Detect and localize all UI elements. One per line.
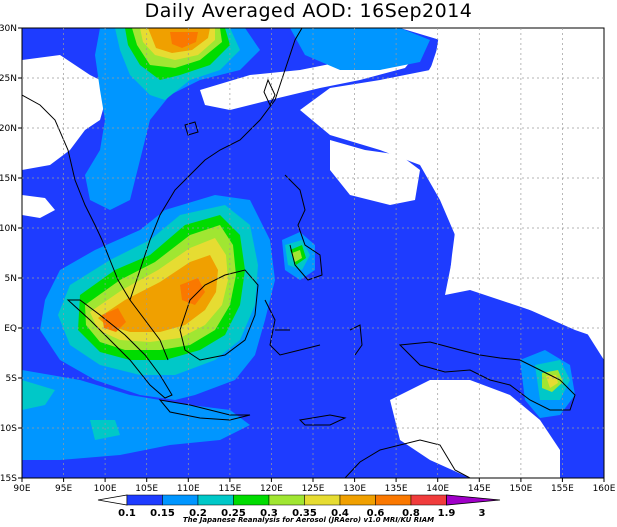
colorbar-label: 3 (479, 508, 486, 519)
colorbar-segment (304, 494, 341, 506)
lon-label: 130E (343, 484, 366, 494)
aod-region-08-borneo (180, 278, 205, 305)
aod-region-02-southwest (22, 370, 250, 460)
coastline-timor (298, 414, 347, 426)
lon-label: 90E (13, 484, 30, 494)
colorbar-arrow-high (446, 494, 501, 506)
colorbar-label: 0.8 (402, 508, 420, 519)
colorbar-labels: 0.1 0.15 0.2 0.25 0.3 0.35 0.4 0.6 0.8 1… (118, 508, 485, 519)
coastline-sulawesi (264, 299, 321, 356)
coastline-sumatra (66, 299, 173, 399)
lat-label: 15S (0, 474, 17, 484)
lon-label: 125E (302, 484, 325, 494)
colorbar-segment (268, 494, 305, 506)
lon-label: 95E (55, 484, 72, 494)
lon-label: 155E (551, 484, 574, 494)
lon-label: 145E (468, 484, 491, 494)
clear-region-west-small (22, 195, 55, 218)
credit-line: The Japanese Reanalysis for Aerosol (JRA… (182, 516, 435, 524)
latitude-labels: 30N 25N 20N 15N 10N 5N EQ 5S 10S 15S (0, 24, 17, 484)
lon-label: 100E (94, 484, 117, 494)
lat-label: 25N (0, 74, 17, 84)
aod-region-02-north-east (290, 28, 430, 70)
coastline-taiwan (263, 78, 276, 107)
lat-label: 30N (0, 24, 17, 34)
aod-regions-level-08 (102, 32, 205, 332)
coastlines (22, 28, 576, 478)
lon-label: 120E (260, 484, 283, 494)
coastline-philippines (284, 174, 323, 281)
colorbar-segment (233, 494, 270, 506)
colorbar-arrow-low (97, 494, 128, 506)
grid-lines (22, 28, 604, 478)
lon-label: 135E (385, 484, 408, 494)
axis-ticks (18, 27, 605, 482)
lat-label: 20N (0, 124, 17, 134)
aod-region-02-north (85, 28, 260, 210)
aod-region-08-north (170, 32, 198, 48)
longitude-labels: 90E 95E 100E 105E 110E 115E 120E 125E 13… (13, 484, 615, 494)
aod-region-08-west (102, 308, 126, 332)
lat-label: EQ (4, 324, 17, 334)
lat-label: 10S (0, 424, 17, 434)
coastline-asia-mainland (22, 28, 303, 361)
colorbar-label: 0.3 (260, 508, 278, 519)
coastline-borneo (179, 269, 259, 361)
lon-label: 160E (593, 484, 616, 494)
colorbar-label: 0.25 (221, 508, 246, 519)
colorbar-label: 1.9 (438, 508, 456, 519)
colorbar-segment (375, 494, 412, 506)
aod-region-025-west (22, 380, 55, 410)
colorbar-label: 0.2 (189, 508, 207, 519)
coastline-java (158, 399, 251, 421)
colorbar-label: 0.4 (331, 508, 349, 519)
coastline-moluccas (349, 324, 363, 356)
colorbar-segment (126, 494, 163, 506)
colorbar-segment (339, 494, 376, 506)
lat-label: 5N (5, 274, 17, 284)
clear-region-northwest (22, 55, 110, 170)
coastline-hainan (184, 121, 199, 136)
colorbar (97, 494, 501, 506)
colorbar-segment (162, 494, 199, 506)
colorbar-label: 0.35 (292, 508, 317, 519)
colorbar-segment (410, 494, 447, 506)
lon-label: 150E (509, 484, 532, 494)
clear-region-north-pacific (352, 28, 604, 340)
map-title: Daily Averaged AOD: 16Sep2014 (144, 0, 473, 22)
lat-label: 5S (6, 374, 18, 384)
clear-region-east-sea (330, 140, 420, 205)
lon-label: 105E (135, 484, 158, 494)
colorbar-label: 0.15 (150, 508, 175, 519)
lat-label: 10N (0, 224, 17, 234)
aod-region-035-philippines (292, 250, 302, 262)
coastline-australia-north (344, 439, 471, 478)
colorbar-label: 0.6 (367, 508, 385, 519)
colorbar-label: 0.1 (118, 508, 136, 519)
lon-label: 115E (218, 484, 241, 494)
lon-label: 140E (426, 484, 449, 494)
lat-label: 15N (0, 174, 17, 184)
lon-label: 110E (177, 484, 200, 494)
clear-region-southeast (390, 380, 560, 478)
colorbar-segment (197, 494, 234, 506)
coastline-new-guinea (398, 341, 576, 411)
